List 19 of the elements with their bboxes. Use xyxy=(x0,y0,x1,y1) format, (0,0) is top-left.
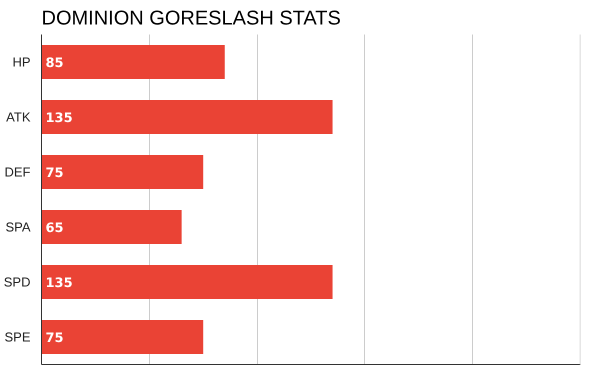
data-label: 85 xyxy=(46,56,64,71)
data-label: 75 xyxy=(46,166,64,181)
bar xyxy=(42,320,204,354)
chart-title: DOMINION GORESLASH STATS xyxy=(42,8,341,30)
data-label: 65 xyxy=(46,221,64,236)
y-tick-label: SPA xyxy=(5,220,31,234)
bar xyxy=(42,100,333,134)
y-tick-label: HP xyxy=(12,54,31,70)
y-tick-label: DEF xyxy=(4,164,31,180)
bar xyxy=(42,154,204,190)
bar xyxy=(42,44,225,80)
bar xyxy=(42,210,182,244)
y-tick-label: SPE xyxy=(4,330,31,344)
y-tick-label: ATK xyxy=(6,110,31,124)
bar xyxy=(42,264,333,300)
y-tick-label: SPD xyxy=(4,274,31,290)
data-label: 135 xyxy=(46,111,73,126)
data-label: 135 xyxy=(46,276,73,291)
data-label: 75 xyxy=(46,331,64,346)
